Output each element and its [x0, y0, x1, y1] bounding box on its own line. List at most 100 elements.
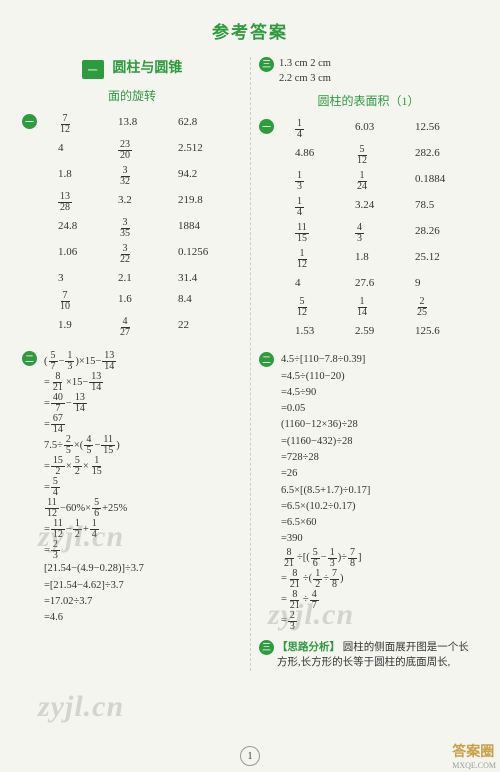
grid-cell: 2320 [118, 140, 168, 161]
columns: 一 圆柱与圆锥 面的旋转 一 71213.862.8423202.5121.83… [22, 57, 478, 671]
grid-cell: 112 [295, 249, 345, 270]
calc-line: 821÷[(56−13)÷78] [281, 548, 370, 569]
grid-cell: 1884 [178, 218, 228, 239]
calc-line: =6.5×60 [281, 515, 370, 531]
badge-1: 一 [22, 114, 37, 129]
calc-line: =17.02÷3.7 [44, 594, 144, 610]
grid-cell: 712 [58, 114, 108, 135]
calc-line: =26 [281, 466, 370, 482]
grid-cell: 0.1256 [178, 244, 228, 265]
unit-title: 圆柱与圆锥 [112, 61, 182, 76]
grid-cell: 1115 [295, 223, 345, 244]
grid-cell: 9 [415, 275, 465, 292]
grid-cell: 2.1 [118, 270, 168, 287]
left-calc: (57−13)×15−1314=821×15−1314=407−1314=671… [44, 351, 144, 626]
calc-line: =821×15−1314 [44, 372, 144, 393]
grid-cell: 28.26 [415, 223, 465, 244]
calc-line: (57−13)×15−1314 [44, 351, 144, 372]
grid-cell: 125.6 [415, 323, 465, 340]
grid-cell: 124 [355, 171, 405, 192]
grid-cell: 8.4 [178, 291, 228, 312]
left-grid: 71213.862.8423202.5121.833294.213283.221… [58, 114, 228, 339]
right-column: 三 1.3 cm 2 cm2.2 cm 3 cm 圆柱的表面积（1） 一 146… [250, 57, 478, 671]
calc-line: =728÷28 [281, 450, 370, 466]
badge-3-top: 三 [259, 57, 274, 72]
grid-cell: 31.4 [178, 270, 228, 287]
left-section-1: 一 71213.862.8423202.5121.833294.213283.2… [22, 114, 242, 349]
grid-cell: 4 [58, 140, 108, 161]
grid-cell: 13.8 [118, 114, 168, 135]
page-number: 1 [240, 746, 260, 766]
grid-cell: 1.8 [355, 249, 405, 270]
grid-cell: 14 [295, 197, 345, 218]
grid-cell: 1.53 [295, 323, 345, 340]
grid-cell: 1.06 [58, 244, 108, 265]
calc-line: =6714 [44, 414, 144, 435]
right-top-row: 三 1.3 cm 2 cm2.2 cm 3 cm [259, 57, 478, 86]
calc-line: =152×52×115 [44, 456, 144, 477]
grid-cell: 27.6 [355, 275, 405, 292]
grid-cell: 3.2 [118, 192, 168, 213]
grid-cell: 22 [178, 317, 228, 338]
calc-line: =4.5÷90 [281, 385, 370, 401]
brand-bottom: MXQE.COM [452, 761, 496, 770]
main-title: 参考答案 [22, 18, 478, 43]
unit-title-row: 一 圆柱与圆锥 [22, 57, 242, 79]
calc-line: 1112−60%×56+25% [44, 498, 144, 519]
grid-cell: 1.8 [58, 166, 108, 187]
calc-line: =23 [281, 611, 370, 632]
left-column: 一 圆柱与圆锥 面的旋转 一 71213.862.8423202.5121.83… [22, 57, 250, 671]
grid-cell: 2.59 [355, 323, 405, 340]
analysis-content: 【思路分析】 圆柱的侧面展开图是一个长方形,长方形的长等于圆柱的底面周长, [277, 640, 478, 671]
analysis-tag: 【思路分析】 [277, 642, 340, 653]
analysis-row: 三 【思路分析】 圆柱的侧面展开图是一个长方形,长方形的长等于圆柱的底面周长, [259, 640, 478, 671]
grid-cell: 4 [295, 275, 345, 292]
grid-cell: 43 [355, 223, 405, 244]
calc-line: =821÷47 [281, 590, 370, 611]
grid-cell: 12.56 [415, 119, 465, 140]
left-section-2: 二 (57−13)×15−1314=821×15−1314=407−1314=6… [22, 351, 242, 626]
right-grid: 146.0312.564.86512282.6131240.1884143.24… [295, 119, 465, 339]
right-section-2: 二 4.5÷[110−7.8÷0.39]=4.5÷(110−20)=4.5÷90… [259, 352, 478, 631]
grid-cell: 332 [118, 166, 168, 187]
unit-badge: 一 [82, 60, 104, 79]
badge-2: 二 [22, 351, 37, 366]
badge-3r: 三 [259, 640, 274, 655]
grid-cell: 6.03 [355, 119, 405, 140]
page-container: 参考答案 一 圆柱与圆锥 面的旋转 一 71213.862.8423202.51… [0, 0, 500, 772]
footer-brand: 答案圈 MXQE.COM [452, 741, 496, 770]
calc-line: =(1160−432)÷28 [281, 434, 370, 450]
right-calc: 4.5÷[110−7.8÷0.39]=4.5÷(110−20)=4.5÷90=0… [281, 352, 370, 631]
left-subtitle: 面的旋转 [22, 87, 242, 104]
grid-cell: 1328 [58, 192, 108, 213]
calc-line: =4.5÷(110−20) [281, 369, 370, 385]
grid-cell: 78.5 [415, 197, 465, 218]
right-section-1: 一 146.0312.564.86512282.6131240.1884143.… [259, 119, 478, 349]
calc-line: =54 [44, 477, 144, 498]
grid-cell: 322 [118, 244, 168, 265]
calc-line: =407−1314 [44, 393, 144, 414]
grid-cell: 2.512 [178, 140, 228, 161]
calc-line: =1112−12+14 [44, 519, 144, 540]
grid-cell: 225 [415, 297, 465, 318]
calc-line: 4.5÷[110−7.8÷0.39] [281, 352, 370, 368]
calc-line: =[21.54−4.62]÷3.7 [44, 578, 144, 594]
badge-1r: 一 [259, 119, 274, 134]
grid-cell: 1.9 [58, 317, 108, 338]
grid-cell: 24.8 [58, 218, 108, 239]
brand-top: 答案圈 [452, 741, 496, 761]
watermark-2: zyjl.cn [38, 690, 124, 724]
grid-cell: 219.8 [178, 192, 228, 213]
grid-cell: 3.24 [355, 197, 405, 218]
grid-cell: 4.86 [295, 145, 345, 166]
calc-line: 6.5×[(8.5+1.7)÷0.17] [281, 483, 370, 499]
calc-line: =23 [44, 540, 144, 561]
grid-cell: 13 [295, 171, 345, 192]
grid-cell: 512 [355, 145, 405, 166]
badge-2r: 二 [259, 352, 274, 367]
grid-cell: 512 [295, 297, 345, 318]
grid-cell: 282.6 [415, 145, 465, 166]
grid-cell: 3 [58, 270, 108, 287]
grid-cell: 1.6 [118, 291, 168, 312]
calc-line: =6.5×(10.2÷0.17) [281, 499, 370, 515]
